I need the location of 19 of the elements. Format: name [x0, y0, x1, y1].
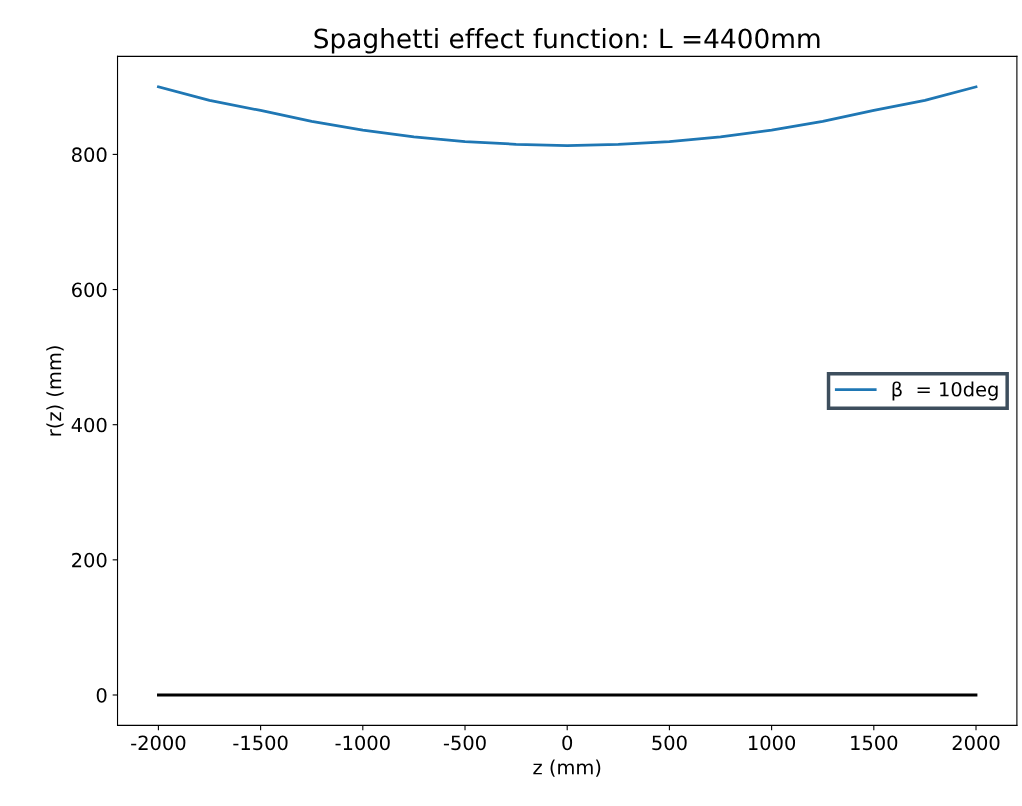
y-tick-label: 800: [72, 147, 107, 163]
legend-label: β = 10deg: [892, 381, 998, 401]
x-tick-label: 1000: [749, 735, 796, 751]
x-tick-label: 2000: [952, 735, 1000, 751]
x-tick-label: 1500: [851, 735, 898, 751]
x-tick-label: -2000: [131, 735, 186, 751]
x-tick-label: -1000: [335, 735, 390, 751]
x-tick-label: -500: [443, 735, 486, 751]
y-tick-label: 200: [72, 552, 107, 568]
y-tick-label: 600: [72, 282, 107, 298]
x-tick-label: -1500: [233, 735, 288, 751]
x-tick-label: 500: [652, 735, 687, 751]
x-tick-label: 0: [562, 735, 573, 751]
chart-title: Spaghetti effect function: L =4400mm: [314, 28, 820, 54]
y-tick-label: 400: [71, 417, 107, 433]
y-tick-label: 0: [96, 687, 107, 703]
line-series: [157, 85, 978, 148]
y-axis-title: r(z) (mm): [46, 346, 64, 436]
x-axis-title: z (mm): [533, 759, 601, 777]
